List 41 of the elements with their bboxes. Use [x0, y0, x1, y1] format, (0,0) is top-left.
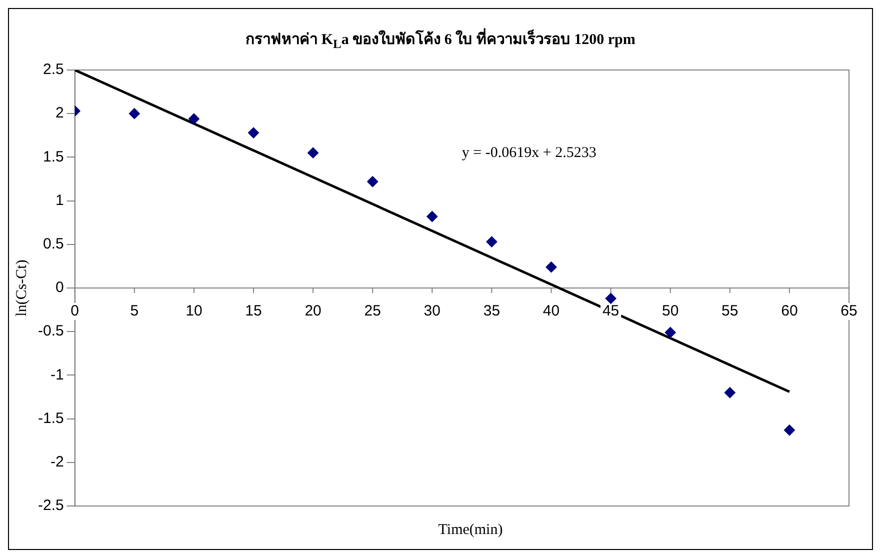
x-tick-label: 65 [840, 302, 858, 320]
point [188, 113, 200, 124]
annotation: y = -0.0619x + 2.5233 [462, 145, 596, 162]
x-tick-label: 20 [304, 302, 322, 320]
y-tick-label: 2.5 [42, 61, 64, 78]
x-tick-label: 30 [424, 302, 440, 320]
y-tick-label: 0 [56, 279, 64, 296]
x-tick-label: 25 [364, 302, 381, 320]
x-tick-label: 45 [602, 302, 620, 320]
y-axis-title: ln(Cs-Ct) [14, 260, 30, 316]
y-tick-label: -2 [50, 454, 64, 471]
x-tick-label: 35 [483, 302, 500, 320]
chart-title: กราฟหาค่า K$_{L}$a ของใบพัดโค้ง 6 ใบ ที่ความเร็วรอบ 1200 rpm [244, 27, 636, 53]
point [367, 176, 378, 188]
y-tick-label: -1 [50, 366, 64, 384]
point [546, 262, 557, 273]
y-tick-label: 0.5 [42, 236, 64, 253]
y-tick-label: -2.5 [38, 497, 64, 514]
point [486, 236, 498, 248]
x-tick-label: 10 [186, 302, 202, 320]
x-tick-label: 0 [70, 302, 80, 320]
point [664, 326, 676, 338]
point [128, 108, 140, 120]
y-tick-label: 1 [56, 192, 64, 209]
point [605, 292, 616, 304]
y-tick-label: -1.5 [38, 410, 64, 427]
y-tick-label: 1.5 [42, 148, 64, 166]
point [724, 387, 736, 398]
x-tick-label: 40 [542, 302, 560, 320]
x-tick-label: 55 [722, 302, 738, 320]
x-tick-label: 15 [245, 302, 262, 320]
x-tick-label: 5 [130, 302, 139, 320]
x-axis-title: Time(min) [437, 521, 504, 540]
point [426, 210, 438, 222]
point [308, 147, 319, 158]
y-tick-label: 2 [56, 104, 64, 122]
y-tick-label: -0.5 [38, 322, 64, 340]
point [248, 127, 259, 138]
point [784, 424, 795, 436]
x-tick-label: 60 [781, 302, 798, 320]
x-tick-label: 50 [662, 302, 679, 320]
